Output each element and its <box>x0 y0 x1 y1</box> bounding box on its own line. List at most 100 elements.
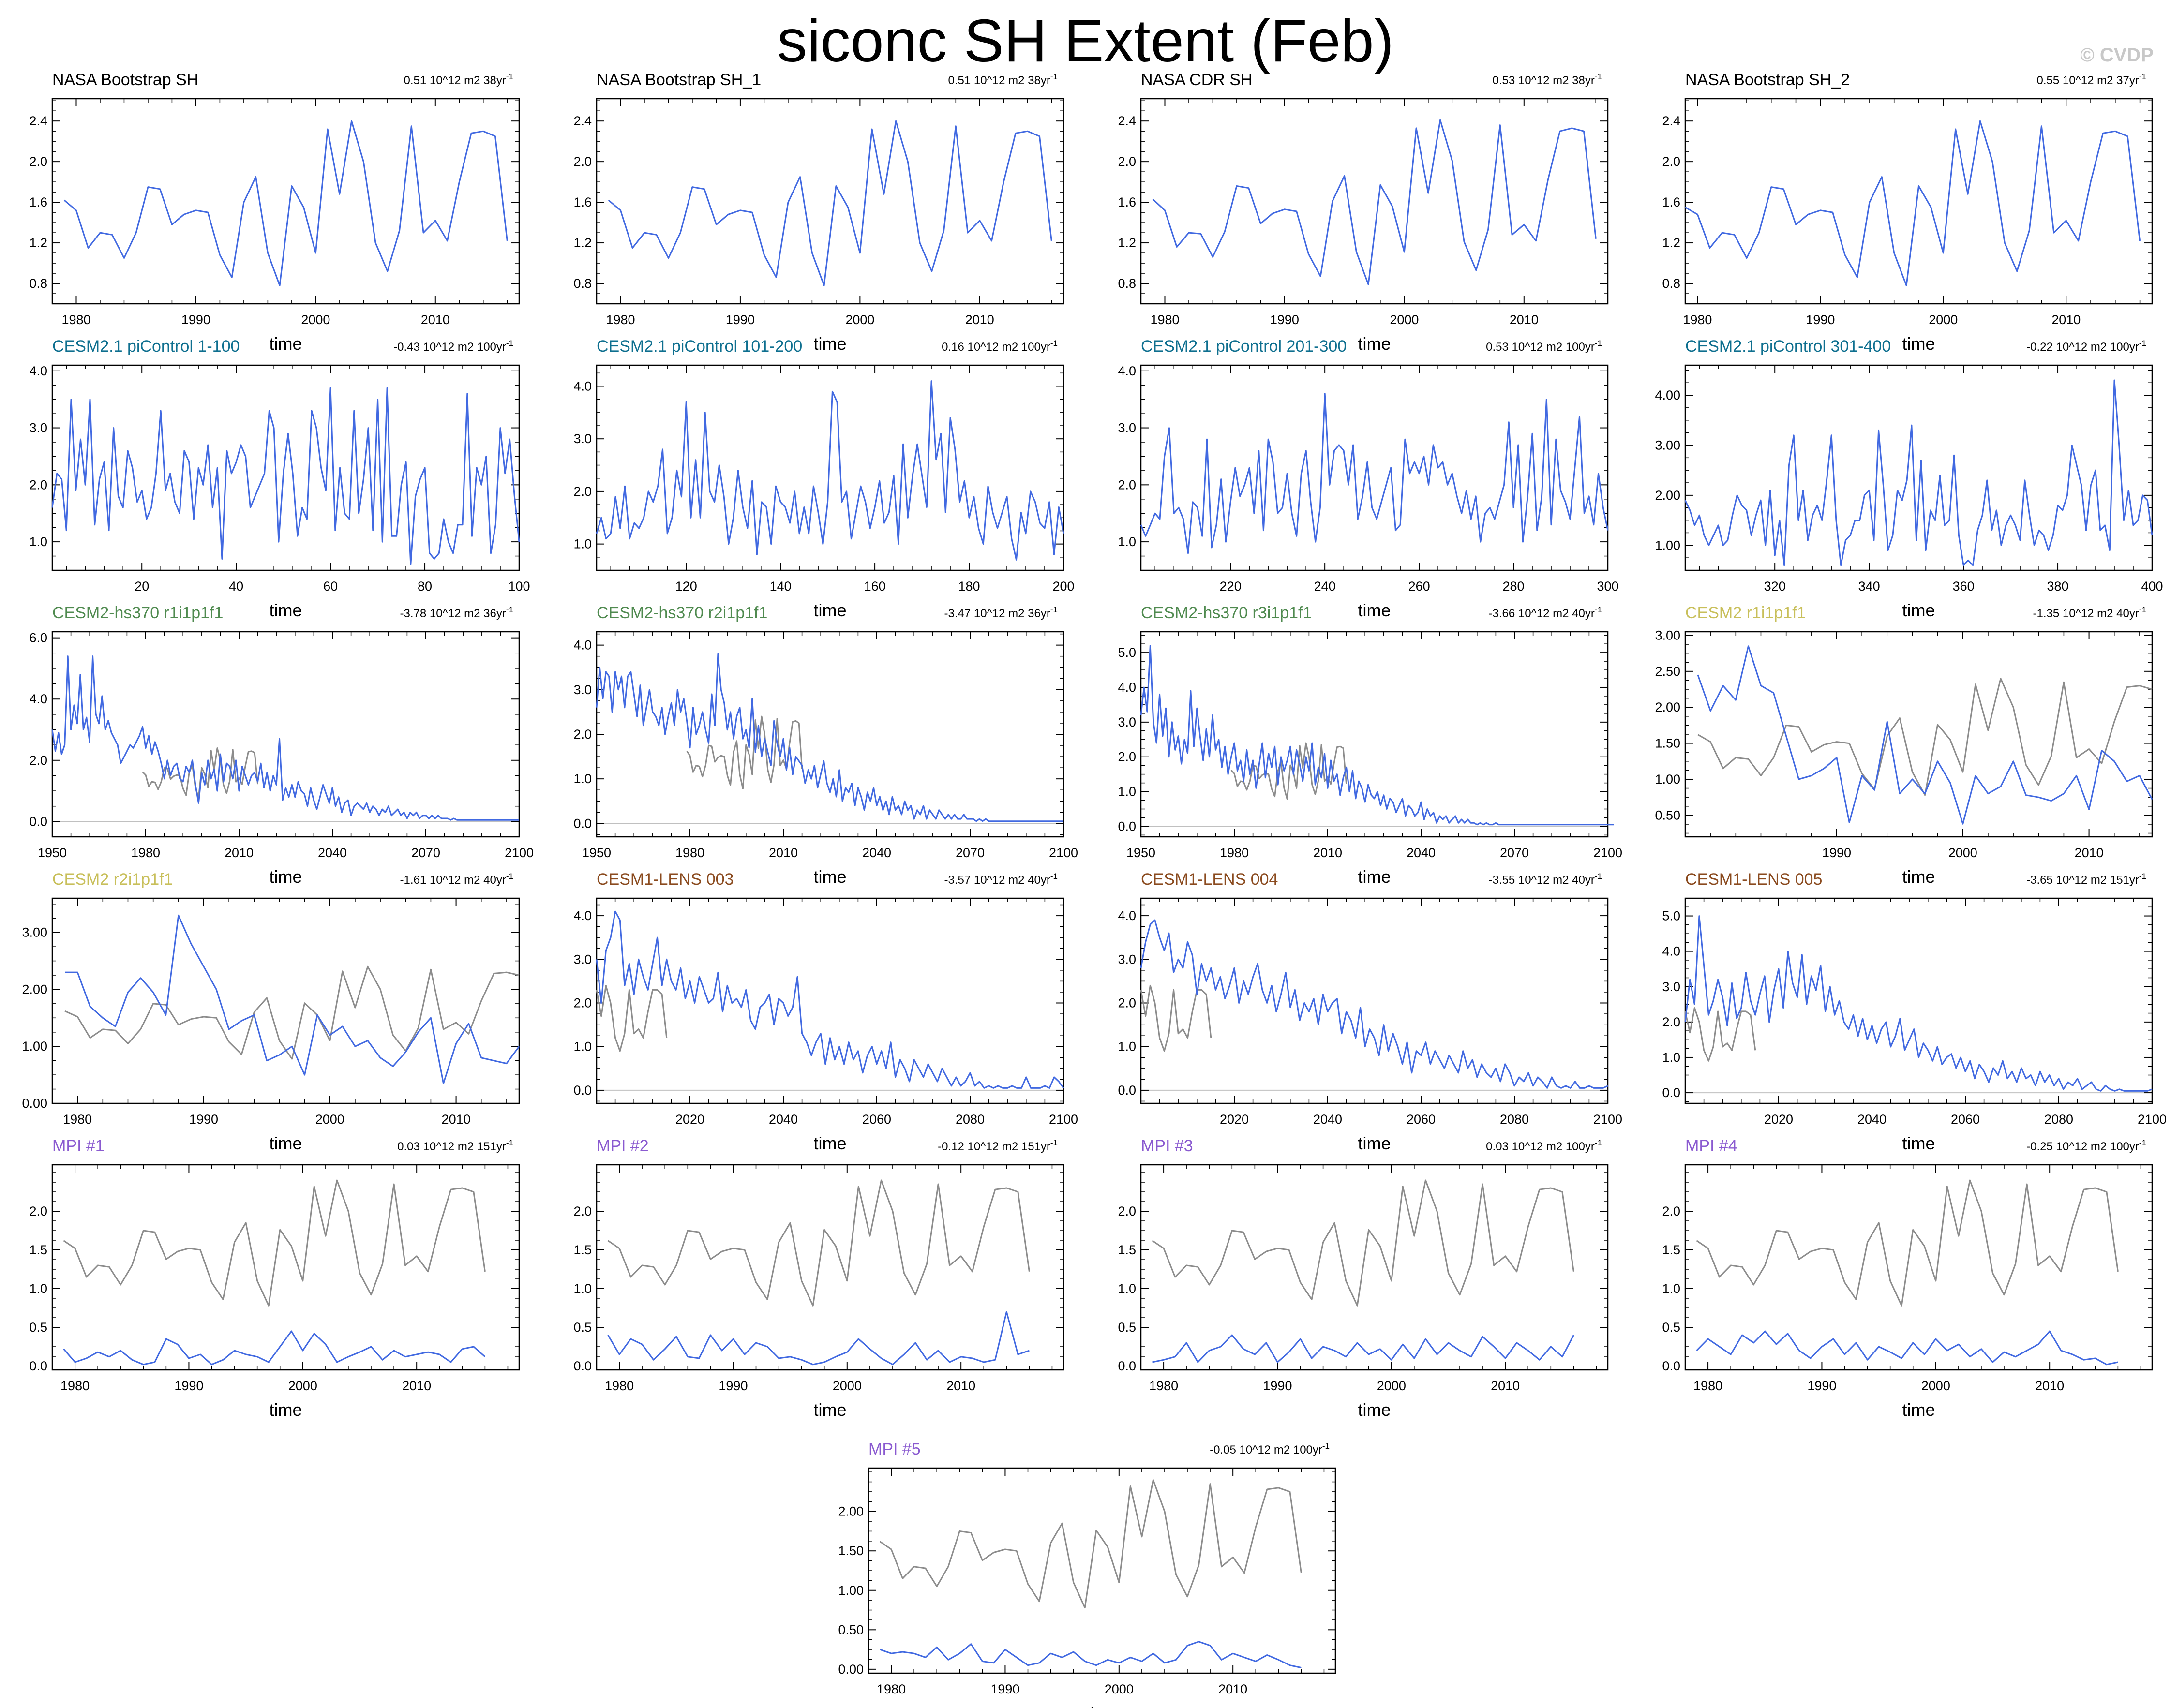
x-axis-label: time <box>1902 1133 1935 1153</box>
x-tick-label: 1980 <box>1150 312 1179 327</box>
x-tick-label: 140 <box>770 579 792 594</box>
x-tick-label: 160 <box>864 579 886 594</box>
y-tick-label: 2.4 <box>29 114 47 128</box>
chart-panel: NASA Bootstrap SH_2 0.55 10^12 m2 37yr-1 0… <box>1662 71 2153 354</box>
y-tick-label: 0.5 <box>1118 1320 1136 1335</box>
x-tick-label: 2000 <box>845 312 874 327</box>
x-tick-label: 2010 <box>225 846 254 860</box>
y-tick-label: 0.0 <box>573 1359 592 1373</box>
panel-title: CESM2.1 piControl 201-300 <box>1141 337 1347 356</box>
panel-title: NASA Bootstrap SH <box>52 71 198 89</box>
trend-superscript: -1 <box>1050 72 1058 81</box>
x-tick-label: 240 <box>1314 579 1336 594</box>
x-tick-label: 1990 <box>1806 312 1835 327</box>
panel-trend: 0.03 10^12 m2 151yr-1 <box>397 1138 513 1153</box>
panel-trend: -1.35 10^12 m2 40yr-1 <box>2033 605 2146 620</box>
x-tick-label: 60 <box>323 579 338 594</box>
panel-trend: -0.05 10^12 m2 100yr-1 <box>1210 1441 1330 1456</box>
trend-superscript: -1 <box>1322 1441 1330 1451</box>
observations-series-line <box>686 715 803 789</box>
panel-title: MPI #4 <box>1685 1137 1737 1155</box>
x-tick-label: 2100 <box>1593 846 1622 860</box>
y-tick-label: 1.2 <box>573 236 592 250</box>
y-tick-label: 0.0 <box>1662 1085 1680 1100</box>
y-tick-label: 1.6 <box>29 195 47 209</box>
x-tick-label: 200 <box>1052 579 1074 594</box>
x-tick-label: 100 <box>508 579 530 594</box>
y-tick-label: 3.0 <box>1662 980 1680 994</box>
y-tick-label: 0.0 <box>1118 1359 1136 1373</box>
model-series-line <box>1696 1330 2118 1366</box>
y-tick-label: 2.00 <box>1655 700 1680 714</box>
y-tick-label: 4.00 <box>1655 388 1680 402</box>
x-tick-label: 2000 <box>288 1379 317 1393</box>
x-tick-label: 1950 <box>1126 846 1155 860</box>
x-tick-label: 2040 <box>1407 846 1436 860</box>
panel-trend: -3.57 10^12 m2 40yr-1 <box>944 872 1058 887</box>
x-tick-label: 2040 <box>1857 1112 1887 1127</box>
x-tick-label: 2080 <box>1500 1112 1529 1127</box>
x-tick-label: 2010 <box>1218 1682 1247 1696</box>
x-axis-label: time <box>1902 334 1935 354</box>
trend-superscript: -1 <box>1595 1138 1602 1147</box>
y-tick-label: 0.00 <box>838 1662 864 1677</box>
x-tick-label: 1980 <box>605 1379 634 1393</box>
x-tick-label: 1990 <box>181 312 210 327</box>
y-tick-label: 0.0 <box>29 814 47 829</box>
y-tick-label: 0.0 <box>573 816 592 831</box>
panel-trend: -0.22 10^12 m2 100yr-1 <box>2026 339 2146 354</box>
y-tick-label: 2.0 <box>29 477 47 492</box>
y-tick-label: 0.8 <box>1118 276 1136 291</box>
observations-series-line <box>879 1479 1302 1609</box>
model-series-line <box>1685 120 2141 286</box>
y-tick-label: 2.0 <box>1118 996 1136 1010</box>
plot-frame <box>1140 1164 1609 1371</box>
panel-title: CESM2-hs370 r3i1p1f1 <box>1141 604 1312 622</box>
chart-panel: CESM1-LENS 003 -3.57 10^12 m2 40yr-1 0.0 1.… <box>573 870 1078 1153</box>
y-tick-label: 3.0 <box>573 683 592 697</box>
panel-trend: 0.55 10^12 m2 37yr-1 <box>2036 72 2146 87</box>
y-tick-label: 1.00 <box>1655 772 1680 787</box>
chart-panel: CESM2-hs370 r1i1p1f1 -3.78 10^12 m2 36yr-… <box>29 604 534 887</box>
trend-superscript: -1 <box>1050 339 1058 348</box>
y-tick-label: 1.0 <box>573 1281 592 1296</box>
panel-title: MPI #5 <box>868 1440 921 1458</box>
x-tick-label: 2040 <box>862 846 891 860</box>
y-tick-label: 1.50 <box>838 1544 864 1558</box>
y-tick-label: 2.00 <box>22 982 47 996</box>
trend-superscript: -1 <box>1050 1138 1058 1147</box>
chart-panel: CESM2.1 piControl 1-100 -0.43 10^12 m2 10… <box>29 337 530 620</box>
chart-panel: MPI #5 -0.05 10^12 m2 100yr-1 0.00 0.50 1.00… <box>838 1440 1336 1708</box>
y-tick-label: 5.0 <box>1118 645 1136 660</box>
y-tick-label: 1.5 <box>573 1243 592 1257</box>
y-tick-label: 2.0 <box>573 1204 592 1218</box>
trend-superscript: -1 <box>506 872 513 881</box>
plot-frame <box>51 98 520 305</box>
x-tick-label: 2010 <box>965 312 994 327</box>
y-tick-label: 1.6 <box>1118 195 1136 209</box>
x-axis-label: time <box>1358 600 1391 620</box>
panel-title: CESM2 r1i1p1f1 <box>1685 604 1806 622</box>
y-tick-label: 2.00 <box>1655 488 1680 503</box>
trend-superscript: -1 <box>506 605 513 614</box>
chart-panel: CESM2.1 piControl 101-200 0.16 10^12 m2 1… <box>573 337 1074 620</box>
y-tick-label: 0.0 <box>29 1359 47 1373</box>
x-tick-label: 2000 <box>833 1379 862 1393</box>
x-tick-label: 2000 <box>301 312 330 327</box>
x-tick-label: 2070 <box>1500 846 1529 860</box>
y-tick-label: 1.6 <box>1662 195 1680 209</box>
plot-frame <box>596 1164 1064 1371</box>
x-tick-label: 20 <box>135 579 149 594</box>
panel-title: CESM2.1 piControl 101-200 <box>597 337 802 356</box>
panel-title: CESM2.1 piControl 301-400 <box>1685 337 1891 356</box>
y-tick-label: 0.5 <box>29 1320 47 1335</box>
trend-superscript: -1 <box>1050 872 1058 881</box>
chart-panel: CESM2 r1i1p1f1 -1.35 10^12 m2 40yr-1 0.50 1… <box>1655 604 2153 887</box>
x-tick-label: 2100 <box>2138 1112 2167 1127</box>
x-tick-label: 2040 <box>769 1112 798 1127</box>
y-tick-label: 0.0 <box>573 1083 592 1098</box>
panel-title: CESM2-hs370 r2i1p1f1 <box>597 604 767 622</box>
x-tick-label: 1980 <box>1220 846 1249 860</box>
x-tick-label: 2000 <box>1921 1379 1950 1393</box>
plot-frame <box>596 364 1064 571</box>
